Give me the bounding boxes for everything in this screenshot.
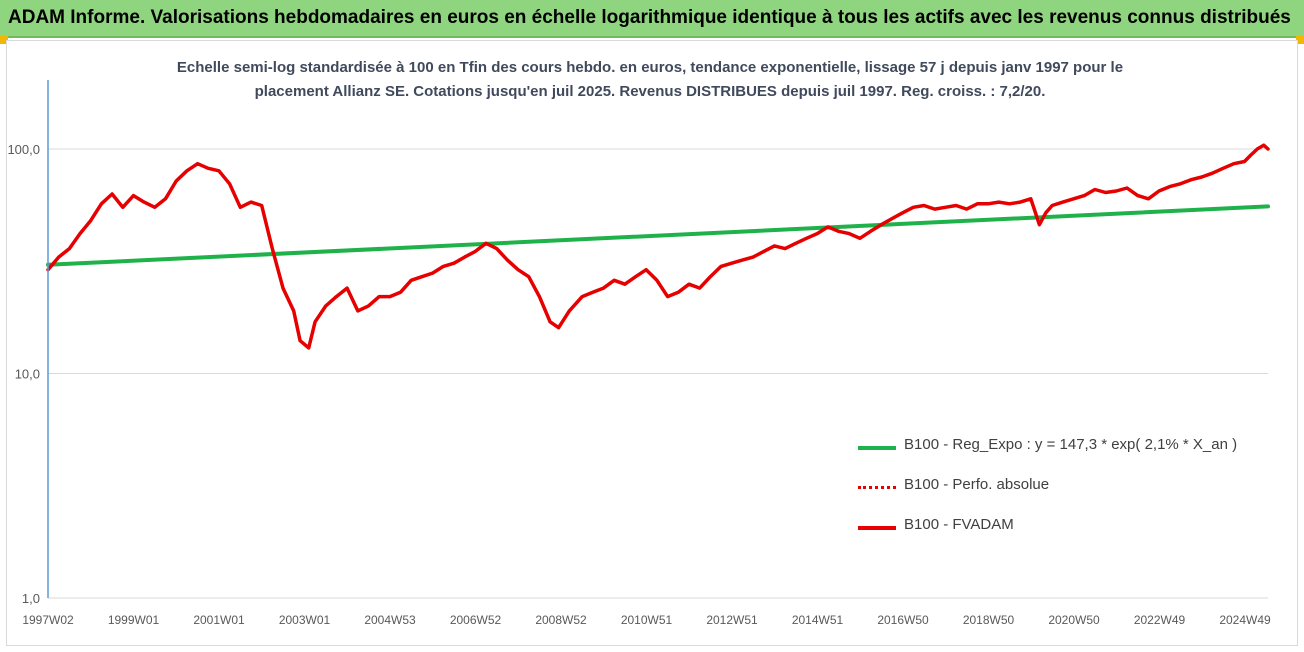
chart-area bbox=[6, 40, 1298, 646]
x-tick-label: 2020W50 bbox=[1048, 613, 1100, 627]
legend-label-fvadam: B100 - FVADAM bbox=[904, 516, 1014, 533]
x-tick-label: 2001W01 bbox=[193, 613, 245, 627]
legend-swatch-regression bbox=[858, 446, 896, 450]
legend-label-perfo-absolue: B100 - Perfo. absolue bbox=[904, 476, 1050, 493]
x-tick-label: 2022W49 bbox=[1134, 613, 1186, 627]
x-tick-label: 2006W52 bbox=[450, 613, 502, 627]
x-tick-label: 1999W01 bbox=[108, 613, 160, 627]
x-tick-label: 2024W49 bbox=[1219, 613, 1271, 627]
series-regression-line bbox=[46, 204, 1270, 267]
x-tick-label: 2008W52 bbox=[535, 613, 587, 627]
x-tick-label: 1997W02 bbox=[22, 613, 74, 627]
report-title: ADAM Informe. Valorisations hebdomadaire… bbox=[8, 7, 1291, 28]
x-tick-label: 2004W53 bbox=[364, 613, 416, 627]
legend-swatch-fvadam bbox=[858, 526, 896, 530]
corner-marker-right bbox=[1296, 36, 1304, 44]
report-title-banner: ADAM Informe. Valorisations hebdomadaire… bbox=[0, 0, 1304, 38]
series-fvadam-line bbox=[46, 143, 1270, 350]
chart-subtitle: Echelle semi-log standardisée à 100 en T… bbox=[170, 56, 1130, 104]
y-tick-label: 1,0 bbox=[22, 591, 40, 606]
legend-label-regression: B100 - Reg_Expo : y = 147,3 * exp( 2,1% … bbox=[904, 436, 1238, 453]
x-tick-label: 2012W51 bbox=[706, 613, 758, 627]
chart-subtitle-line-1: Echelle semi-log standardisée à 100 en T… bbox=[176, 59, 1124, 76]
y-tick-label: 100,0 bbox=[7, 142, 40, 157]
y-tick-label: 10,0 bbox=[15, 367, 40, 382]
x-tick-label: 2014W51 bbox=[792, 613, 844, 627]
legend-swatch-perfo-absolue bbox=[858, 486, 896, 489]
x-tick-label: 2003W01 bbox=[279, 613, 331, 627]
x-tick-label: 2010W51 bbox=[621, 613, 673, 627]
chart-subtitle-line-2: placement Allianz SE. Cotations jusqu'en… bbox=[254, 83, 1046, 100]
x-tick-label: 2016W50 bbox=[877, 613, 929, 627]
x-tick-label: 2018W50 bbox=[963, 613, 1015, 627]
corner-marker-left bbox=[0, 36, 8, 44]
